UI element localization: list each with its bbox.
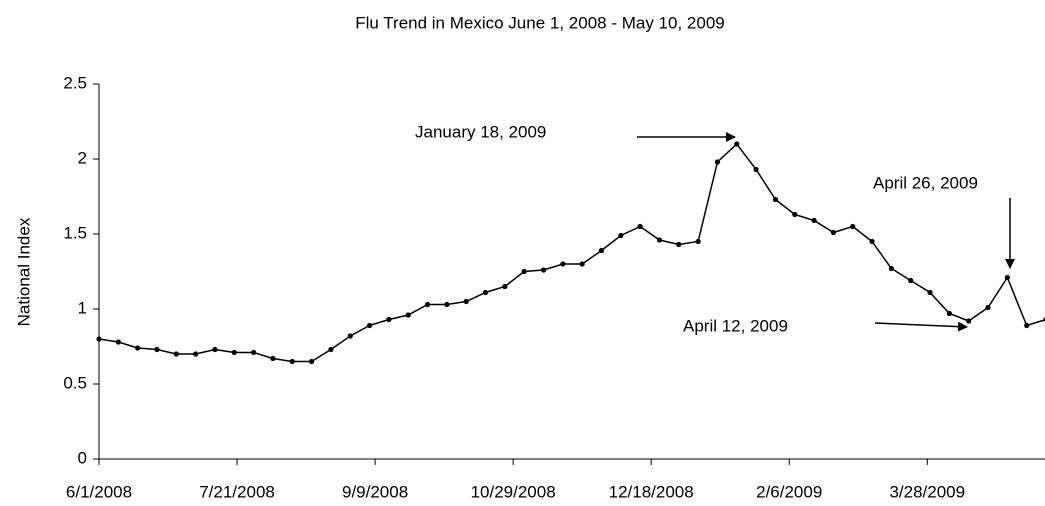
- point: [193, 351, 199, 357]
- point: [366, 322, 373, 329]
- annotation-arrow: [874, 321, 968, 332]
- point: [792, 211, 798, 218]
- point: [772, 196, 779, 203]
- y-axis-label: National Index: [14, 217, 33, 326]
- point: [1024, 322, 1030, 329]
- point: [579, 261, 585, 267]
- x-tick-label: 10/29/2008: [471, 482, 556, 501]
- point: [347, 333, 353, 339]
- point: [521, 268, 527, 275]
- point: [270, 355, 276, 362]
- point: [540, 267, 547, 273]
- point: [154, 346, 160, 353]
- x-tick-label: 7/21/2008: [199, 482, 275, 501]
- point: [656, 237, 663, 243]
- x-tick-label: 6/1/2008: [66, 482, 132, 501]
- point: [463, 298, 469, 305]
- point: [502, 283, 508, 290]
- point: [908, 277, 914, 284]
- point: [212, 346, 218, 353]
- point: [386, 316, 392, 323]
- y-tick-label: 1: [78, 298, 87, 317]
- point: [637, 223, 643, 230]
- point: [598, 247, 605, 254]
- point: [695, 238, 701, 245]
- point: [444, 301, 450, 308]
- point: [560, 261, 566, 267]
- point: [753, 166, 759, 173]
- y-tick-label: 0: [78, 448, 87, 467]
- chart-title: Flu Trend in Mexico June 1, 2008 - May 1…: [355, 13, 724, 32]
- annotation: January 18, 2009: [415, 122, 546, 141]
- x-tick-label: 2/6/2009: [756, 482, 822, 501]
- point: [985, 304, 991, 311]
- point: [1004, 274, 1010, 281]
- point: [173, 351, 179, 357]
- point: [308, 358, 315, 365]
- point: [482, 289, 489, 296]
- point: [251, 349, 257, 356]
- point: [850, 223, 856, 230]
- x-tick-label: 9/9/2008: [342, 482, 408, 501]
- annotation: April 26, 2009: [873, 173, 978, 192]
- point: [115, 339, 121, 345]
- y-tick-label: 0.5: [63, 373, 87, 392]
- point: [289, 358, 295, 365]
- point: [405, 312, 411, 318]
- point: [96, 336, 102, 342]
- point: [135, 345, 141, 351]
- point: [830, 229, 837, 236]
- point: [618, 232, 624, 239]
- annotation: April 12, 2009: [683, 316, 788, 335]
- y-tick-label: 2.5: [63, 73, 87, 92]
- y-tick-label: 2: [78, 148, 87, 167]
- point: [946, 310, 952, 317]
- point: [927, 289, 933, 296]
- point: [966, 318, 972, 324]
- x-tick-label: 12/18/2008: [609, 482, 694, 501]
- point: [888, 265, 894, 272]
- y-tick-label: 1.5: [63, 223, 87, 242]
- x-tick-label: 3/28/2009: [889, 482, 965, 501]
- point: [869, 238, 875, 245]
- point: [734, 141, 740, 147]
- point: [676, 241, 682, 248]
- point: [328, 346, 334, 353]
- line: [98, 142, 1045, 363]
- point: [811, 217, 817, 224]
- point: [231, 349, 237, 356]
- point: [424, 301, 431, 308]
- point: [714, 159, 721, 165]
